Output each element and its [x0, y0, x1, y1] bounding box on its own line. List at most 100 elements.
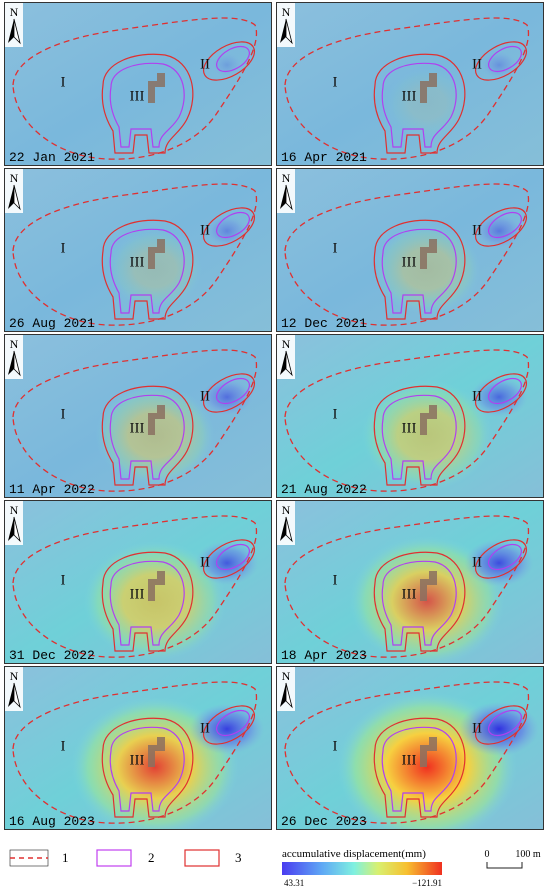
region-ii-outer — [203, 539, 255, 579]
region-iii-inner — [109, 560, 185, 646]
colorbar-title: accumulative displacement(mm) — [282, 848, 426, 860]
north-arrow — [13, 682, 21, 709]
date-label: 12 Dec 2021 — [281, 316, 367, 331]
region-label: I — [333, 738, 338, 754]
north-arrow — [285, 516, 293, 543]
subsidence-zone — [459, 702, 539, 756]
region-iii-inner — [381, 560, 457, 646]
region-ii-inner — [488, 211, 522, 239]
region-label: III — [130, 254, 145, 270]
north-arrow — [13, 184, 21, 211]
date-label: 16 Aug 2023 — [9, 814, 95, 829]
region-ii-inner — [488, 45, 522, 73]
building — [420, 239, 437, 269]
north-label: N — [10, 669, 19, 683]
region-label: III — [402, 586, 417, 602]
region-label: I — [333, 406, 338, 422]
region-ii-outer — [475, 41, 527, 81]
region-i-boundary — [284, 183, 530, 326]
legend-box-1 — [9, 849, 49, 867]
north-arrow — [8, 517, 14, 541]
north-label: N — [10, 171, 19, 185]
north-label: N — [10, 5, 19, 19]
date-label: 22 Jan 2021 — [9, 150, 95, 165]
map-panel: I II III N 26 Aug 2021 — [4, 168, 272, 332]
north-arrow — [285, 184, 293, 211]
region-i-boundary — [284, 681, 530, 824]
building — [420, 571, 437, 601]
building — [148, 239, 165, 269]
region-iii-outer — [101, 219, 194, 320]
north-label: N — [282, 337, 291, 351]
north-label: N — [10, 337, 19, 351]
region-iii-outer — [101, 717, 194, 818]
north-arrow — [280, 185, 286, 209]
north-arrow — [280, 683, 286, 707]
legend-symbol-2 — [96, 849, 132, 867]
region-iii-inner — [381, 228, 457, 314]
map-panel: I II III N 22 Jan 2021 — [4, 2, 272, 166]
region-label: III — [402, 88, 417, 104]
scale-end: 100 m — [515, 849, 541, 860]
region-ii-outer — [475, 373, 527, 413]
region-label: III — [130, 586, 145, 602]
region-ii-inner — [216, 211, 250, 239]
subsidence-zone — [189, 703, 265, 755]
region-iii-inner — [381, 726, 457, 812]
region-label: II — [472, 222, 482, 238]
region-label: II — [472, 388, 482, 404]
map-panel: I II III N 21 Aug 2022 — [276, 334, 544, 498]
north-arrow — [285, 18, 293, 45]
background — [5, 3, 271, 165]
building — [420, 405, 437, 435]
region-label: I — [333, 74, 338, 90]
region-iii-outer — [373, 551, 466, 652]
region-ii-inner — [216, 709, 250, 737]
region-iii-outer — [373, 717, 466, 818]
region-iii-outer — [101, 551, 194, 652]
building — [148, 571, 165, 601]
north-arrow — [280, 351, 286, 375]
date-label: 16 Apr 2021 — [281, 150, 367, 165]
region-label: III — [402, 752, 417, 768]
region-iii-inner — [381, 62, 457, 148]
region-label: II — [472, 56, 482, 72]
region-label: I — [333, 240, 338, 256]
colorbar-min: 43.31 — [284, 878, 304, 888]
region-ii-inner — [216, 377, 250, 405]
region-iii-outer — [373, 53, 466, 154]
region-iii-inner — [109, 228, 185, 314]
region-label: II — [200, 554, 210, 570]
north-arrow — [13, 18, 21, 45]
region-i-boundary — [284, 349, 530, 492]
region-label: I — [61, 240, 66, 256]
region-i-boundary — [284, 515, 530, 658]
region-ii-inner — [488, 377, 522, 405]
date-label: 26 Aug 2021 — [9, 316, 95, 331]
north-arrow — [13, 516, 21, 543]
building — [420, 737, 437, 767]
region-label: II — [200, 56, 210, 72]
scale-start: 0 — [485, 849, 490, 860]
region-label: III — [130, 420, 145, 436]
map-panel: I II III N 16 Aug 2023 — [4, 666, 272, 830]
region-label: III — [402, 420, 417, 436]
subsidence-zone — [195, 541, 259, 585]
building — [148, 73, 165, 103]
legend-symbol-3 — [184, 849, 220, 867]
region-ii-inner — [216, 543, 250, 571]
region-i-boundary — [12, 183, 258, 326]
north-arrow — [13, 350, 21, 377]
north-arrow — [8, 683, 14, 707]
map-panel: I II III N 11 Apr 2022 — [4, 334, 272, 498]
date-label: 21 Aug 2022 — [281, 482, 367, 497]
region-iii-outer — [373, 219, 466, 320]
subsidence-zone — [475, 214, 523, 248]
building — [148, 737, 165, 767]
